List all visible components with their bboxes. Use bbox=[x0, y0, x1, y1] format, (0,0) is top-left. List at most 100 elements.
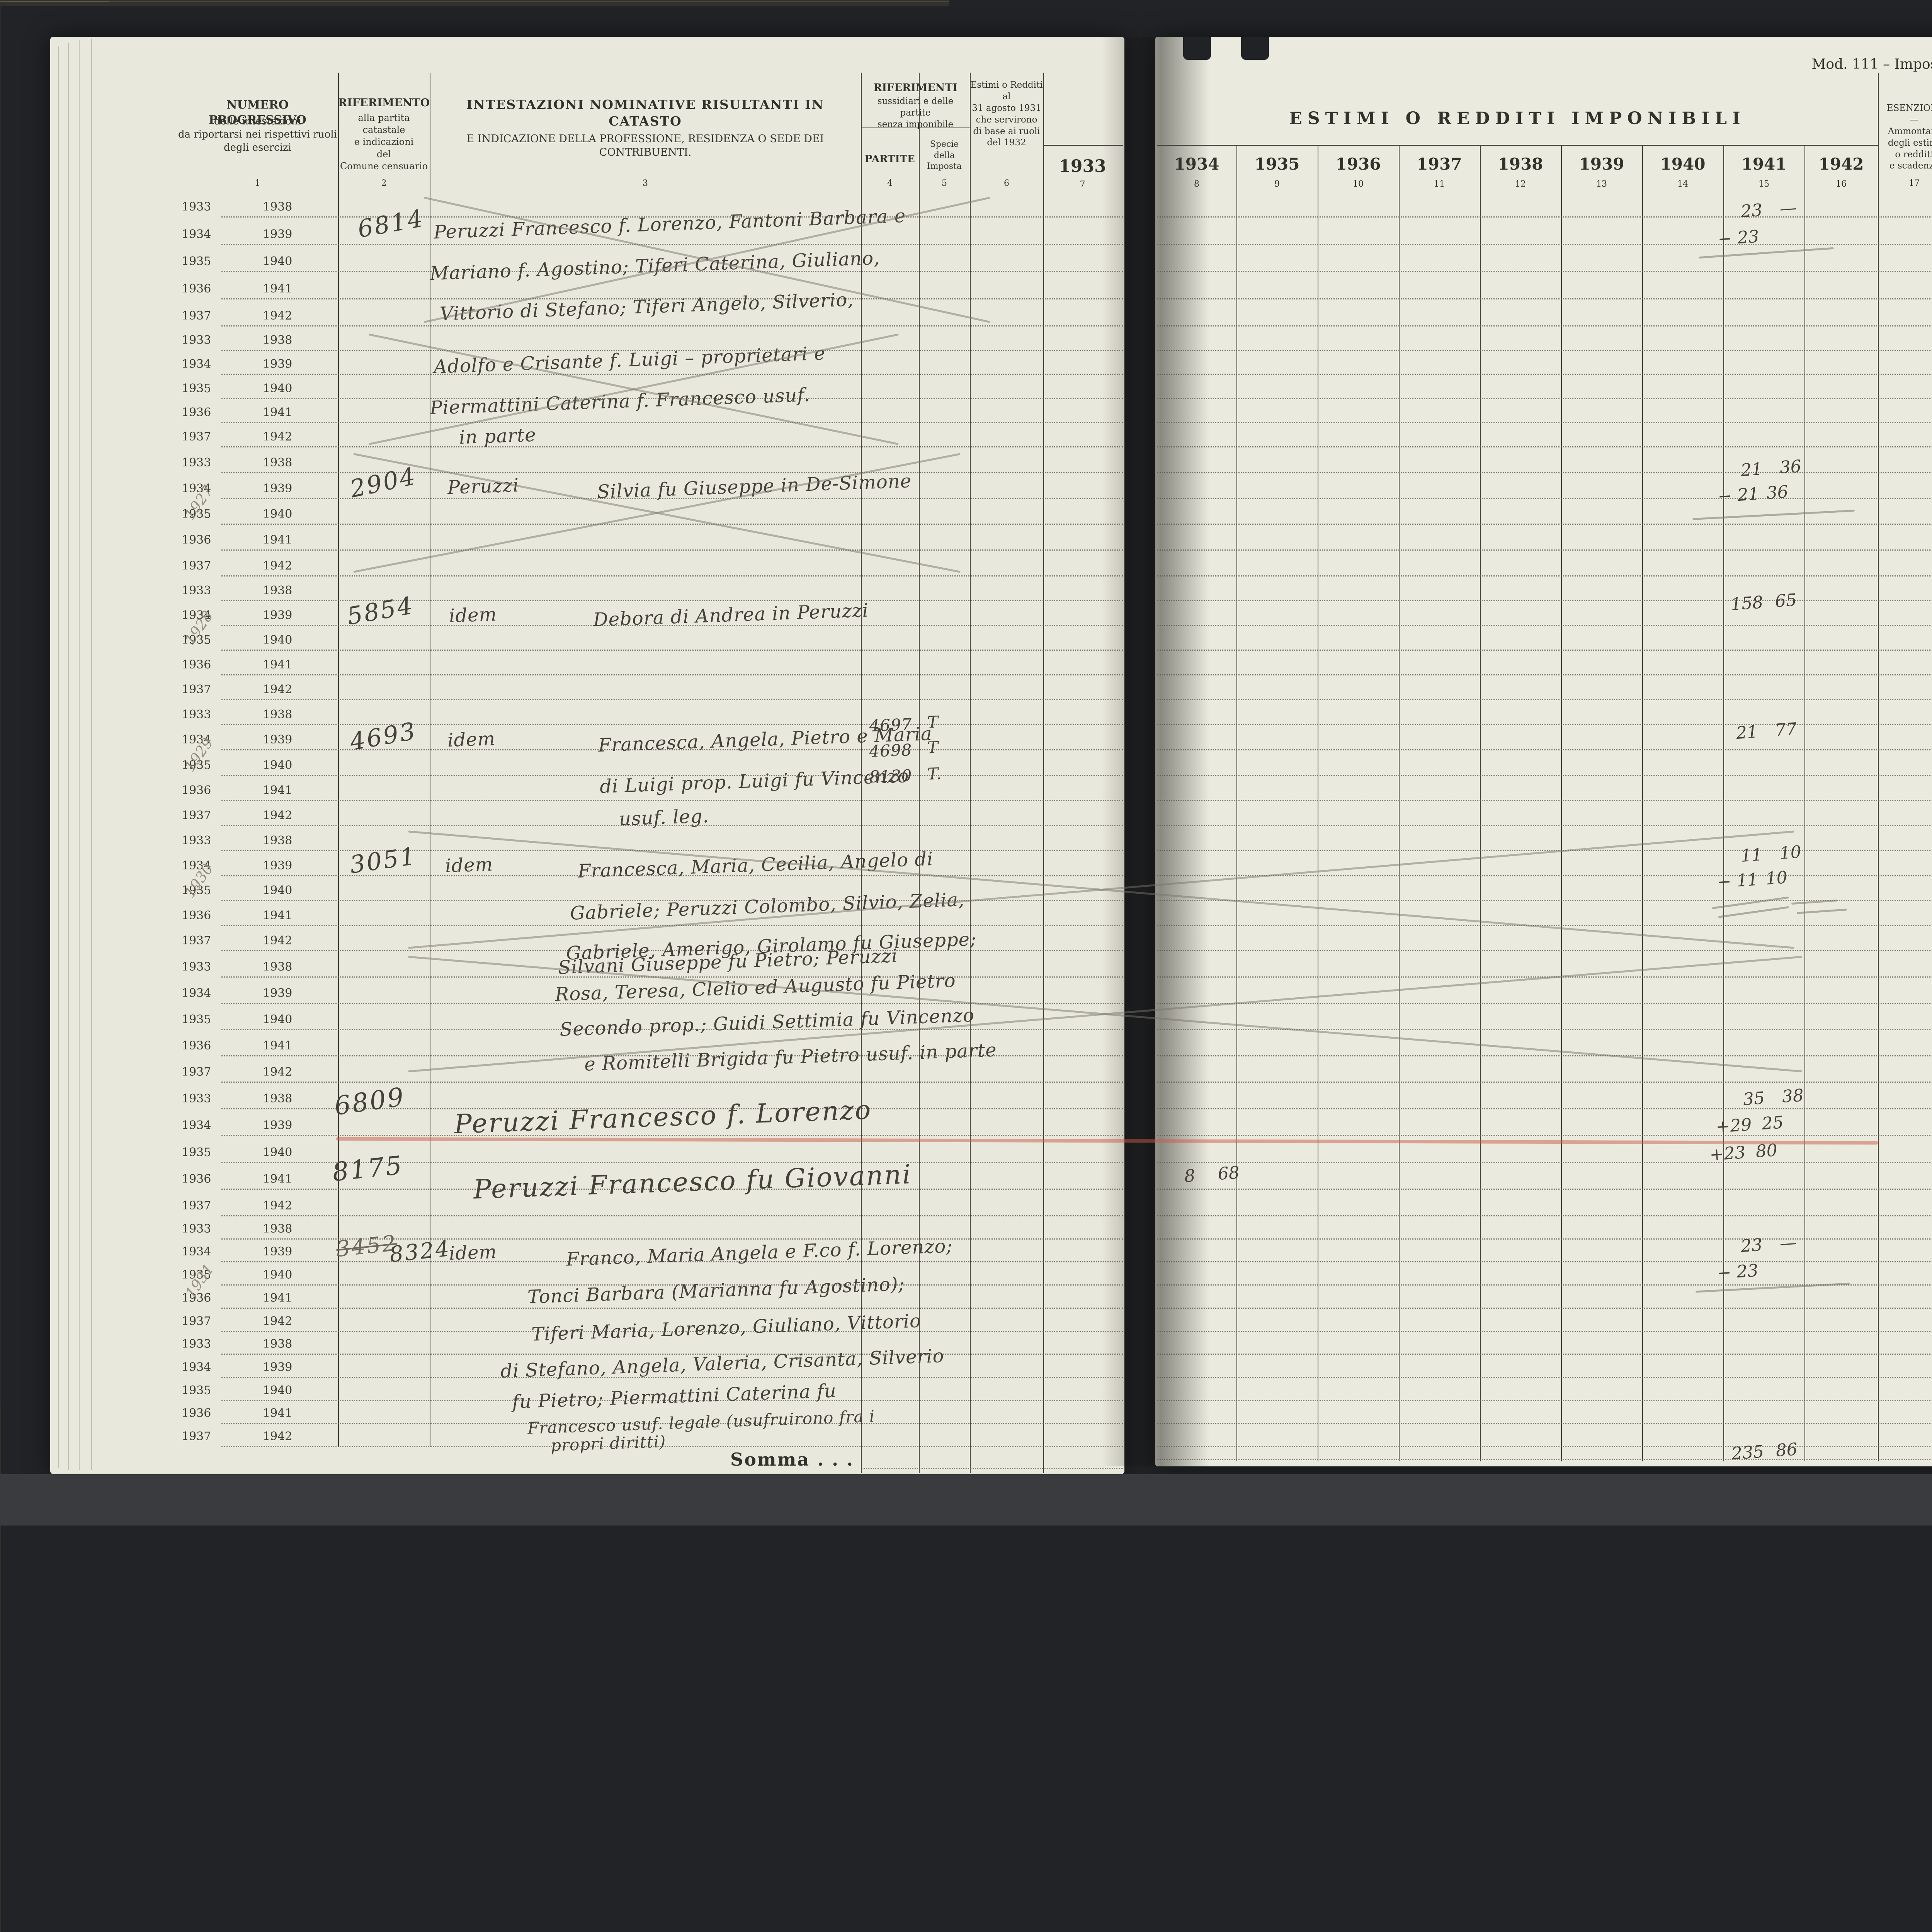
grid-line bbox=[1642, 145, 1643, 1461]
year-label-right: 1939 bbox=[260, 1119, 295, 1133]
col3-subtitle: E INDICAZIONE DELLA PROFESSIONE, RESIDEN… bbox=[466, 133, 824, 159]
year-label-left: 1933 bbox=[179, 1338, 214, 1351]
year-label-right: 1939 bbox=[260, 482, 295, 495]
page-edge-line bbox=[91, 39, 92, 1470]
register-block-right bbox=[1157, 1083, 1932, 1216]
dotted-row-line bbox=[221, 1003, 1123, 1004]
year-label-right: 1939 bbox=[260, 733, 295, 747]
value-cent: 77 bbox=[1774, 719, 1798, 741]
dotted-row-line bbox=[221, 374, 1123, 375]
dotted-row-line bbox=[1157, 724, 1932, 726]
dotted-row-line bbox=[1157, 498, 1932, 499]
handwritten-entry-line: idem bbox=[445, 853, 493, 877]
dotted-row-line bbox=[1157, 1376, 1932, 1378]
dotted-row-line bbox=[221, 472, 1123, 473]
dotted-row-line bbox=[1157, 575, 1932, 577]
dotted-row-line bbox=[1157, 1029, 1932, 1030]
binding-notch bbox=[1241, 37, 1269, 60]
year-label-left: 1935 bbox=[179, 634, 214, 647]
dotted-row-line bbox=[221, 1376, 1123, 1378]
specie-imposta-value: T. bbox=[927, 764, 942, 784]
dotted-row-line bbox=[1157, 1162, 1932, 1163]
year-label-right: 1939 bbox=[260, 358, 295, 371]
register-block-left: 1933 1938 1934 1939 1935 1940 1936 1941 1937 1942 bbox=[177, 447, 1123, 577]
register-block-right bbox=[1157, 447, 1932, 577]
dotted-row-line bbox=[1157, 825, 1932, 826]
dotted-row-line bbox=[1157, 1215, 1932, 1216]
year-label-left: 1936 bbox=[179, 658, 214, 672]
dotted-row-line bbox=[221, 650, 1123, 651]
riferimenti-title: RIFERIMENTI bbox=[873, 82, 957, 94]
register-block-left: 1933 1938 1934 1939 1935 1940 1936 1941 1937 1942 bbox=[177, 577, 1123, 700]
grid-line bbox=[1043, 145, 1123, 146]
dotted-row-line bbox=[1157, 650, 1932, 651]
year-label-right: 1939 bbox=[260, 1361, 295, 1374]
year-label-right: 1941 bbox=[260, 534, 295, 547]
dotted-row-line bbox=[1157, 1284, 1932, 1286]
grid-line bbox=[1561, 145, 1562, 1461]
year-label-left: 1935 bbox=[179, 1146, 214, 1159]
year-1934-header: 1934 bbox=[1174, 155, 1219, 173]
year-label-left: 1933 bbox=[179, 456, 214, 469]
dotted-row-line bbox=[221, 422, 1123, 423]
value-cent: 36 bbox=[1766, 482, 1789, 503]
year-label-left: 1936 bbox=[179, 1291, 214, 1305]
year-label-left: 1936 bbox=[179, 1039, 214, 1053]
dotted-row-line bbox=[221, 524, 1123, 525]
dotted-row-line bbox=[221, 774, 1123, 776]
year-label-left: 1935 bbox=[179, 1269, 214, 1282]
dotted-row-line bbox=[1157, 1238, 1932, 1240]
dotted-row-line bbox=[221, 549, 1123, 551]
year-label-right: 1940 bbox=[260, 255, 295, 269]
year-label-right: 1941 bbox=[260, 1407, 295, 1420]
handwritten-entry-line: idem bbox=[449, 603, 497, 627]
register-block-right bbox=[1157, 1216, 1932, 1447]
grid-line bbox=[338, 73, 339, 1447]
year-1933-header: 1933 bbox=[1059, 156, 1106, 176]
dotted-row-line bbox=[1157, 799, 1932, 801]
specie-imposta-value: T bbox=[927, 712, 939, 732]
year-label-right: 1938 bbox=[260, 708, 295, 722]
estimi-1931-header: Estimi o Redditi al 31 agosto 1931 che s… bbox=[970, 80, 1043, 148]
col12-number: 12 bbox=[1515, 179, 1526, 189]
value-cent: 10 bbox=[1779, 842, 1802, 864]
dotted-row-line bbox=[1157, 600, 1932, 601]
year-label-right: 1939 bbox=[260, 859, 295, 872]
value-lire: − 23 bbox=[1716, 1260, 1759, 1283]
col7-number: 7 bbox=[1080, 180, 1085, 189]
year-label-left: 1936 bbox=[179, 909, 214, 923]
dotted-row-line bbox=[221, 325, 1123, 327]
year-label-left: 1934 bbox=[179, 228, 214, 241]
grid-line bbox=[1480, 145, 1481, 1461]
partita-number: 8324 bbox=[388, 1236, 452, 1268]
dotted-row-line bbox=[1157, 875, 1932, 876]
year-label-left: 1937 bbox=[179, 1315, 214, 1328]
year-label-left: 1933 bbox=[179, 201, 214, 214]
dotted-row-line bbox=[1157, 1330, 1932, 1332]
year-label-right: 1942 bbox=[260, 1315, 295, 1328]
year-label-right: 1942 bbox=[260, 683, 295, 696]
year-label-left: 1935 bbox=[179, 1384, 214, 1397]
dotted-row-line bbox=[1157, 374, 1932, 375]
dotted-row-line bbox=[221, 446, 1123, 447]
dotted-row-line bbox=[221, 1108, 1123, 1110]
dotted-row-line bbox=[221, 950, 1123, 951]
specie-imposta-header: Specie della Imposta bbox=[927, 139, 962, 172]
value-cent bbox=[1765, 1260, 1790, 1279]
partita-ref-number: 4698 bbox=[869, 740, 913, 761]
value-cent: 25 bbox=[1761, 1112, 1784, 1134]
dotted-row-line bbox=[1157, 549, 1932, 551]
col2-title: RIFERIMENTO bbox=[338, 96, 430, 109]
year-label-left: 1936 bbox=[179, 282, 214, 296]
year-label-right: 1940 bbox=[260, 759, 295, 772]
dotted-row-line bbox=[1157, 325, 1932, 327]
year-label-right: 1938 bbox=[260, 201, 295, 214]
register-block-right bbox=[1157, 190, 1932, 327]
register-block-left: 1933 1938 1934 1939 1935 1940 1936 1941 1937 1942 bbox=[177, 1083, 1123, 1216]
somma-label: Somma . . . bbox=[730, 1449, 854, 1470]
dotted-row-line bbox=[221, 724, 1123, 726]
year-label-left: 1934 bbox=[179, 1245, 214, 1259]
dotted-row-line bbox=[1157, 1354, 1932, 1355]
col10-number: 10 bbox=[1353, 179, 1364, 189]
grid-line bbox=[1804, 145, 1805, 1461]
